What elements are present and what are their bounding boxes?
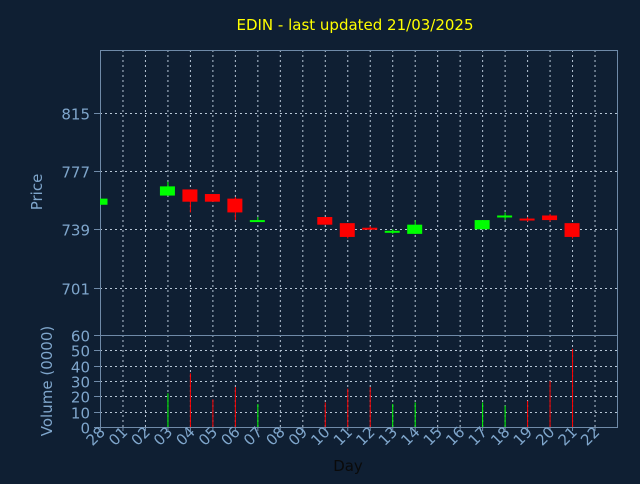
candle-body — [100, 198, 108, 205]
marks-layer — [100, 181, 580, 427]
candle-body — [474, 220, 490, 230]
price-tick-label: 701 — [61, 281, 90, 299]
price-tick-label: 739 — [61, 222, 90, 240]
tick-label-layer: 7017397778150102030405060280102030405060… — [61, 106, 603, 450]
frame-layer — [94, 50, 618, 431]
price-panel-frame — [100, 50, 618, 336]
volume-tick-label: 50 — [71, 343, 90, 361]
price-tick-label: 815 — [61, 106, 90, 124]
price-tick-label: 777 — [61, 164, 90, 182]
volume-axis-label: Volume (0000) — [38, 326, 56, 436]
price-axis-label: Price — [28, 174, 46, 211]
volume-tick-label: 20 — [71, 389, 90, 407]
candle-body — [564, 223, 580, 237]
volume-tick-label: 40 — [71, 359, 90, 377]
chart-title: EDIN - last updated 21/03/2025 — [236, 16, 473, 34]
candle-body — [159, 186, 175, 196]
volume-tick-label: 10 — [71, 405, 90, 423]
candle-body — [384, 230, 400, 233]
candle-body — [407, 224, 423, 234]
candle-body — [542, 215, 558, 221]
candle-body — [182, 189, 198, 202]
candle-body — [339, 223, 355, 237]
grid-layer — [100, 50, 617, 427]
volume-tick-label: 0 — [80, 420, 90, 438]
volume-panel-frame — [100, 335, 618, 428]
x-axis-label: Day — [333, 457, 363, 475]
candle-body — [249, 220, 265, 223]
volume-tick-label: 30 — [71, 374, 90, 392]
candle-body — [317, 217, 333, 225]
candle-body — [204, 194, 220, 202]
candle-body — [227, 198, 243, 213]
candle-body — [519, 218, 535, 221]
candle-body — [362, 227, 378, 230]
volume-tick-label: 60 — [71, 328, 90, 346]
candle-body — [497, 215, 513, 218]
